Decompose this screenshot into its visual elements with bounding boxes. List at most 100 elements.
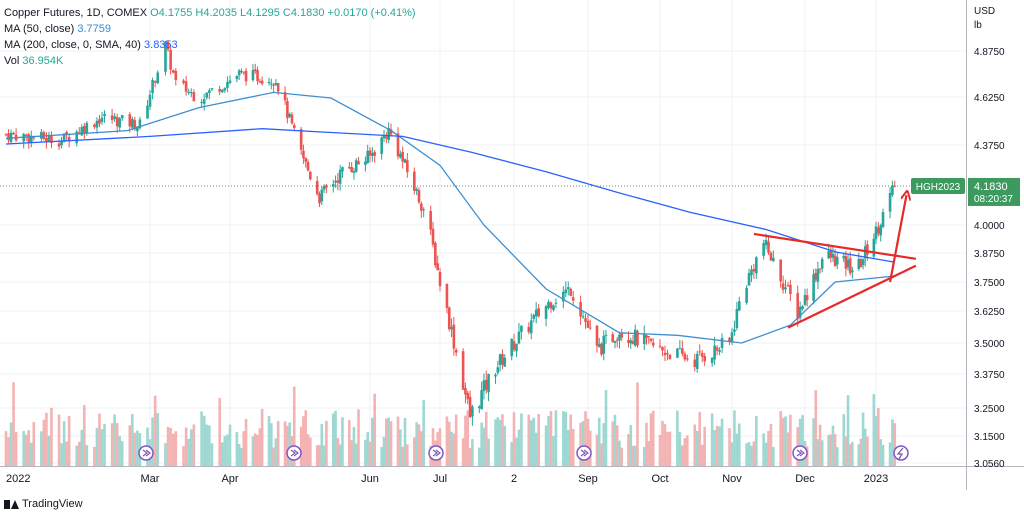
volume-bar-139 bbox=[471, 439, 474, 466]
volume-bar-49 bbox=[174, 431, 178, 466]
volume-bar-213 bbox=[718, 426, 721, 466]
symbol-description: Copper Futures, 1D, COMEX bbox=[4, 7, 148, 19]
volume-bar-178 bbox=[602, 423, 606, 466]
candle-body-232 bbox=[784, 287, 787, 290]
volume-bar-148 bbox=[501, 414, 504, 466]
volume-bar-23 bbox=[83, 405, 86, 466]
y-tick-label-6: 3.6250 bbox=[974, 307, 1005, 318]
volume-bar-257 bbox=[861, 412, 865, 466]
volume-bar-253 bbox=[848, 443, 852, 466]
volume-bar-45 bbox=[164, 442, 167, 466]
candle-body-78 bbox=[274, 83, 278, 86]
candle-body-247 bbox=[831, 253, 835, 258]
candle-body-163 bbox=[552, 305, 555, 310]
ohlc-low: L4.1295 bbox=[240, 7, 280, 19]
candle-body-178 bbox=[602, 335, 606, 354]
volume-bar-181 bbox=[613, 414, 617, 466]
candle-body-222 bbox=[750, 269, 753, 276]
dividend-event-icon-4[interactable] bbox=[792, 445, 808, 461]
volume-bar-43 bbox=[153, 395, 157, 466]
dividend-event-icon-1[interactable] bbox=[286, 445, 302, 461]
volume-bar-61 bbox=[220, 442, 224, 466]
candle-body-191 bbox=[645, 335, 648, 338]
candle-body-113 bbox=[387, 128, 390, 140]
candle-body-122 bbox=[417, 190, 421, 203]
candle-body-236 bbox=[798, 306, 802, 318]
candle-body-142 bbox=[482, 380, 486, 391]
candle-body-29 bbox=[103, 113, 106, 117]
candle-body-226 bbox=[764, 239, 768, 246]
candle-body-44 bbox=[156, 72, 160, 84]
legend-ma50-row[interactable]: MA (50, close) 3.7759 bbox=[4, 21, 416, 37]
tradingview-logo-icon bbox=[4, 499, 19, 509]
earnings-event-icon[interactable] bbox=[893, 445, 909, 461]
dividend-event-icon-2[interactable] bbox=[428, 445, 444, 461]
candle-body-35 bbox=[128, 114, 132, 127]
volume-bar-196 bbox=[661, 420, 664, 466]
volume-bar-65 bbox=[235, 432, 239, 466]
candle-body-62 bbox=[223, 87, 227, 91]
candle-body-70 bbox=[251, 70, 255, 81]
candle-body-173 bbox=[586, 320, 590, 328]
candle-body-150 bbox=[510, 338, 513, 357]
volume-bar-13 bbox=[47, 435, 51, 466]
volume-bar-171 bbox=[581, 421, 585, 466]
volume-bar-35 bbox=[128, 425, 132, 466]
volume-bar-157 bbox=[532, 417, 536, 466]
volume-bar-229 bbox=[772, 446, 775, 466]
volume-bar-5 bbox=[22, 431, 25, 466]
volume-bar-230 bbox=[779, 411, 782, 466]
tradingview-brand[interactable]: TradingView bbox=[4, 498, 83, 510]
candle-body-234 bbox=[789, 284, 792, 295]
symbol-tag[interactable]: HGH2023 bbox=[911, 177, 965, 194]
volume-bar-188 bbox=[633, 445, 637, 466]
volume-bar-130 bbox=[445, 416, 449, 466]
candle-body-74 bbox=[260, 80, 264, 84]
volume-bar-136 bbox=[464, 415, 467, 466]
volume-bar-29 bbox=[103, 423, 106, 466]
volume-bar-87 bbox=[304, 410, 308, 466]
candle-body-162 bbox=[549, 302, 553, 309]
event-chevrons-4 bbox=[796, 449, 805, 457]
candle-body-246 bbox=[829, 249, 833, 258]
candle-body-0 bbox=[4, 134, 8, 136]
candle-body-71 bbox=[253, 69, 257, 72]
dividend-event-icon-0[interactable] bbox=[138, 445, 154, 461]
candle-body-67 bbox=[240, 71, 243, 73]
candle-body-154 bbox=[520, 325, 523, 332]
volume-bar-187 bbox=[631, 445, 635, 466]
volume-bar-118 bbox=[403, 417, 407, 466]
volume-bar-22 bbox=[80, 429, 84, 466]
candle-body-69 bbox=[244, 70, 248, 82]
candle-body-157 bbox=[532, 314, 536, 319]
volume-bar-249 bbox=[835, 447, 839, 466]
volume-bar-91 bbox=[318, 445, 321, 466]
dividend-event-icon-3[interactable] bbox=[576, 445, 592, 461]
volume-bar-150 bbox=[510, 442, 513, 466]
y-tick-label-1: 4.6250 bbox=[974, 93, 1005, 104]
candle-body-136 bbox=[464, 388, 467, 395]
candle-body-260 bbox=[872, 238, 876, 257]
candle-body-90 bbox=[315, 180, 319, 195]
candle-body-146 bbox=[496, 367, 500, 373]
volume-bar-228 bbox=[769, 423, 773, 466]
volume-bar-30 bbox=[110, 423, 114, 466]
candle-body-215 bbox=[728, 338, 731, 342]
legend-ma200-row[interactable]: MA (200, close, 0, SMA, 40) 3.8353 bbox=[4, 37, 416, 53]
event-chevrons-3 bbox=[580, 449, 589, 457]
candle-body-141 bbox=[480, 390, 483, 410]
candle-body-59 bbox=[210, 88, 214, 90]
volume-bar-248 bbox=[833, 434, 837, 466]
candle-body-249 bbox=[835, 257, 839, 265]
volume-bar-77 bbox=[272, 447, 275, 466]
volume-bar-10 bbox=[40, 431, 43, 466]
volume-bar-50 bbox=[182, 446, 185, 466]
legend-volume-row[interactable]: Vol 36.954K bbox=[4, 53, 416, 69]
candle-body-128 bbox=[436, 263, 439, 271]
volume-bar-190 bbox=[642, 446, 646, 466]
volume-bar-46 bbox=[166, 426, 170, 466]
candle-body-237 bbox=[801, 306, 804, 310]
